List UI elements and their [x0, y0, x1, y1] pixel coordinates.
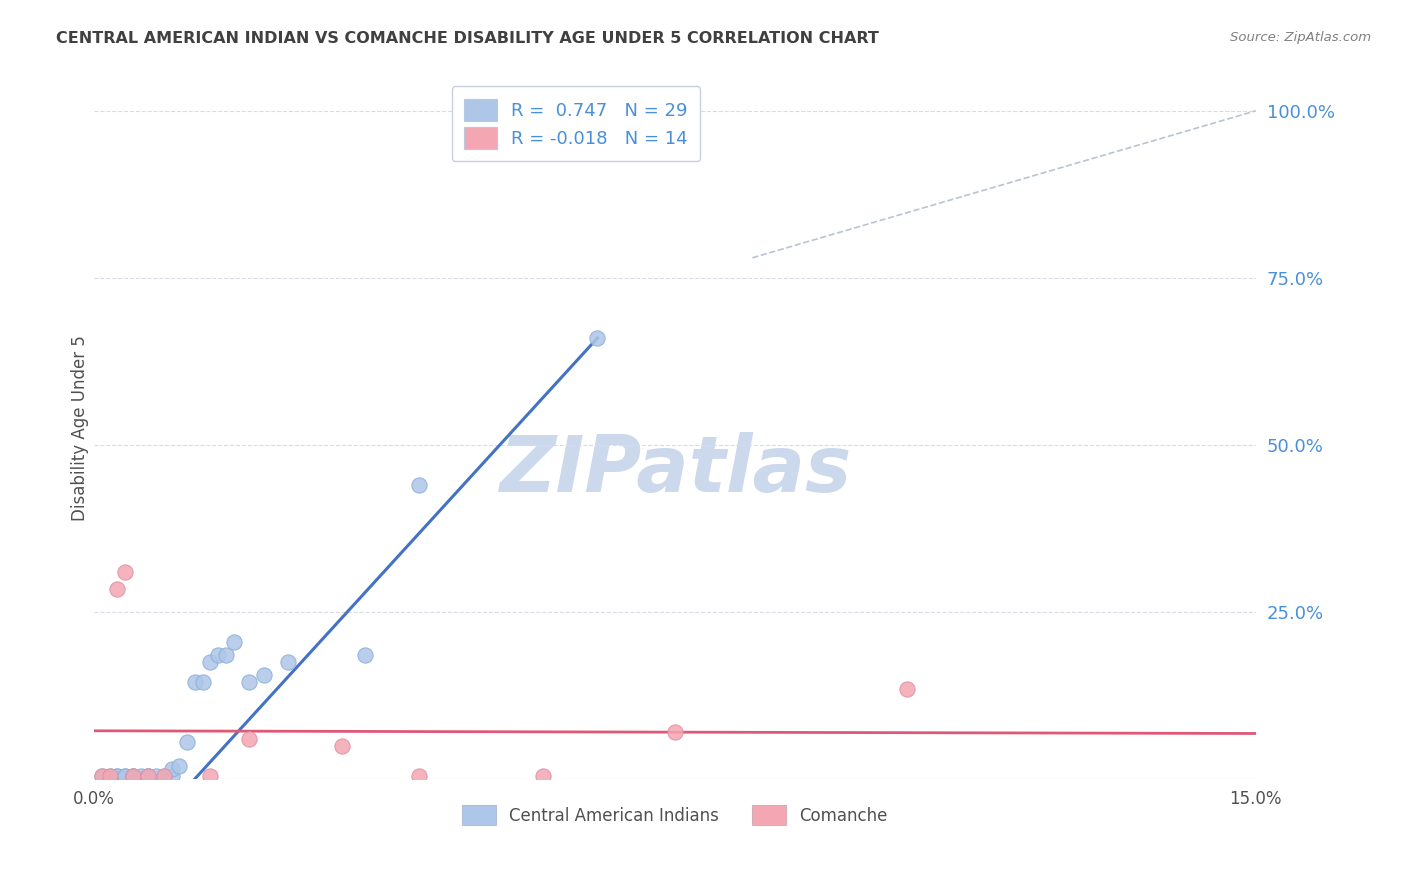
- Point: [160, 762, 183, 776]
- Point: [98, 768, 121, 782]
- Point: [408, 768, 430, 782]
- Point: [200, 768, 222, 782]
- Point: [222, 635, 245, 649]
- Point: [531, 768, 554, 782]
- Point: [354, 648, 377, 663]
- Point: [664, 725, 686, 739]
- Point: [277, 655, 299, 669]
- Point: [184, 675, 207, 690]
- Point: [238, 675, 260, 690]
- Point: [191, 675, 214, 690]
- Point: [105, 768, 128, 782]
- Point: [129, 768, 152, 782]
- Point: [121, 768, 143, 782]
- Point: [253, 668, 276, 682]
- Text: Source: ZipAtlas.com: Source: ZipAtlas.com: [1230, 31, 1371, 45]
- Point: [238, 731, 260, 746]
- Point: [114, 768, 136, 782]
- Point: [138, 768, 160, 782]
- Point: [176, 735, 198, 749]
- Point: [153, 768, 176, 782]
- Legend: Central American Indians, Comanche: Central American Indians, Comanche: [454, 797, 896, 834]
- Point: [169, 758, 191, 772]
- Point: [105, 768, 128, 782]
- Point: [114, 565, 136, 579]
- Point: [207, 648, 229, 663]
- Point: [896, 681, 918, 696]
- Y-axis label: Disability Age Under 5: Disability Age Under 5: [72, 335, 89, 521]
- Text: ZIPatlas: ZIPatlas: [499, 433, 851, 508]
- Point: [121, 768, 143, 782]
- Point: [90, 768, 112, 782]
- Point: [121, 768, 143, 782]
- Point: [138, 768, 160, 782]
- Point: [114, 768, 136, 782]
- Text: CENTRAL AMERICAN INDIAN VS COMANCHE DISABILITY AGE UNDER 5 CORRELATION CHART: CENTRAL AMERICAN INDIAN VS COMANCHE DISA…: [56, 31, 879, 46]
- Point: [145, 768, 167, 782]
- Point: [215, 648, 238, 663]
- Point: [586, 331, 609, 345]
- Point: [105, 582, 128, 596]
- Point: [153, 768, 176, 782]
- Point: [98, 768, 121, 782]
- Point: [90, 768, 112, 782]
- Point: [408, 478, 430, 492]
- Point: [330, 739, 353, 753]
- Point: [200, 655, 222, 669]
- Point: [138, 768, 160, 782]
- Point: [160, 768, 183, 782]
